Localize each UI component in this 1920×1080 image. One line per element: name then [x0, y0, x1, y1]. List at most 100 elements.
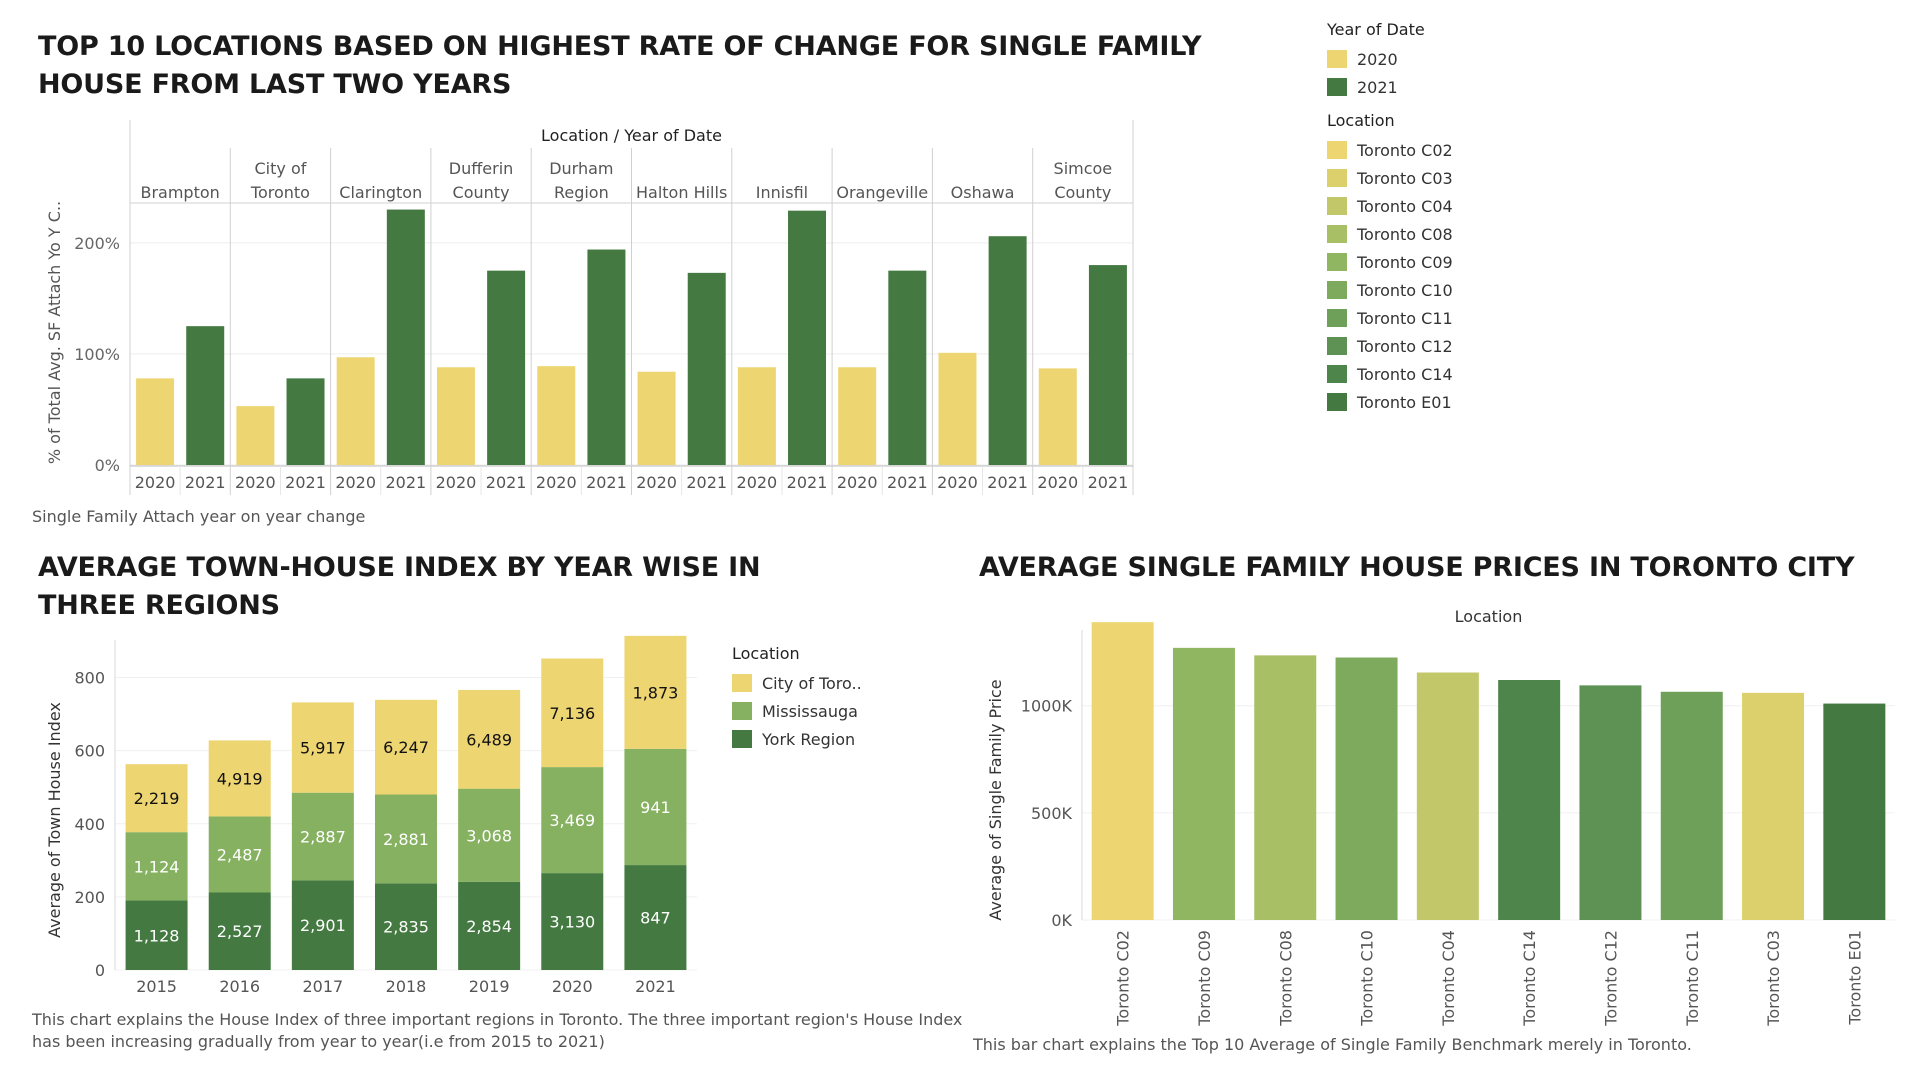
chart1-year-label: 2020	[937, 473, 978, 492]
chart2-bar-segment	[458, 881, 521, 970]
chart1-bar	[186, 326, 225, 465]
chart1-group-label: Durham	[549, 159, 613, 178]
chart1-group-label: Innisfil	[756, 183, 808, 202]
chart2-bar-segment	[125, 764, 188, 833]
chart2-legend-item[interactable]: Mississauga	[732, 697, 862, 725]
legend-location-item[interactable]: Toronto C02	[1327, 136, 1453, 164]
legend-swatch	[1327, 78, 1347, 96]
chart1-group-label: Toronto	[250, 183, 310, 202]
chart1-year-label: 2020	[135, 473, 176, 492]
legend-swatch	[1327, 225, 1347, 243]
chart3-title: AVERAGE SINGLE FAMILY HOUSE PRICES IN TO…	[979, 552, 1855, 583]
chart2-data-label: 6,489	[466, 730, 512, 749]
chart2-ytick-label: 400	[74, 815, 105, 834]
legend-swatch	[1327, 309, 1347, 327]
chart1-bar	[938, 352, 977, 465]
legend-label: Toronto C02	[1357, 140, 1453, 160]
legend-label: Mississauga	[762, 701, 858, 721]
chart1-ytick-label: 100%	[74, 345, 120, 364]
chart3-bar	[1172, 647, 1235, 920]
chart2-data-label: 2,887	[300, 828, 346, 847]
chart1-group-label: County	[1054, 183, 1111, 202]
chart2-caption-line2: has been increasing gradually from year …	[32, 1032, 605, 1051]
chart1-bar	[1088, 265, 1127, 465]
chart2-legend-item[interactable]: City of Toro..	[732, 669, 862, 697]
chart1-rate-of-change[interactable]: 0% 100% 200% % of Total Avg. SF Attach Yo Y…	[0, 0, 1160, 510]
chart1-group-label: City of	[255, 159, 307, 178]
chart1-year-label: 2021	[787, 473, 828, 492]
chart2-data-label: 2,527	[217, 922, 263, 941]
legend-location-item[interactable]: Toronto C09	[1327, 248, 1453, 276]
chart2-data-label: 2,901	[300, 916, 346, 935]
chart3-bar	[1660, 691, 1723, 920]
legend-location-item[interactable]: Toronto C11	[1327, 304, 1453, 332]
legend-location-item[interactable]: Toronto C03	[1327, 164, 1453, 192]
legend-year-item[interactable]: 2020	[1327, 45, 1453, 73]
legend-location-item[interactable]: Toronto C14	[1327, 360, 1453, 388]
chart3-bar	[1254, 655, 1317, 920]
chart2-townhouse-index[interactable]: 0 200 400 600 800 Average of Town House Index…	[0, 630, 960, 1010]
chart1-ylabel: % of Total Avg. SF Attach Yo Y C..	[45, 201, 64, 464]
chart2-data-label: 1,124	[134, 857, 180, 876]
legend-label: Toronto C11	[1357, 308, 1453, 328]
chart1-title-line1: TOP 10 LOCATIONS BASED ON HIGHEST RATE O…	[38, 31, 1202, 62]
chart1-year-label: 2020	[235, 473, 276, 492]
legend-label: Toronto C10	[1357, 280, 1453, 300]
chart2-data-label: 847	[640, 909, 671, 928]
chart2-legend-item[interactable]: York Region	[732, 725, 862, 753]
chart1-group-label: Simcoe	[1054, 159, 1113, 178]
chart3-xtick-label: Toronto C14	[1520, 930, 1539, 1027]
legend-location-item[interactable]: Toronto E01	[1327, 388, 1453, 416]
chart2-data-label: 2,219	[134, 789, 180, 808]
chart3-xtick-label: Toronto C10	[1358, 930, 1377, 1027]
chart1-bar	[587, 249, 626, 465]
chart1-year-label: 2021	[686, 473, 727, 492]
chart2-data-label: 3,068	[466, 826, 512, 845]
chart1-group-label: Halton Hills	[636, 183, 727, 202]
legend-label: Toronto E01	[1357, 392, 1452, 412]
chart2-data-label: 5,917	[300, 739, 346, 758]
chart1-year-label: 2020	[436, 473, 477, 492]
chart3-xtick-label: Toronto C03	[1764, 930, 1783, 1027]
legend-swatch	[1327, 141, 1347, 159]
chart3-ytick-label: 0K	[1051, 911, 1072, 930]
chart2-xtick-label: 2018	[386, 977, 427, 996]
chart1-bar	[286, 378, 325, 465]
chart3-single-family-prices[interactable]: Location 0K 500K 1000K Average of Single Fam…	[960, 590, 1920, 1030]
chart3-xtick-label: Toronto E01	[1845, 930, 1864, 1026]
chart2-bar-segment	[458, 689, 521, 789]
chart2-ytick-label: 600	[74, 742, 105, 761]
legend-location-item[interactable]: Toronto C12	[1327, 332, 1453, 360]
chart3-ytick-label: 500K	[1031, 804, 1073, 823]
chart2-title-line2: THREE REGIONS	[38, 590, 280, 621]
chart1-title: TOP 10 LOCATIONS BASED ON HIGHEST RATE O…	[38, 28, 1202, 104]
chart3-xtick-label: Toronto C02	[1114, 930, 1133, 1027]
chart2-ytick-label: 800	[74, 669, 105, 688]
legend-swatch	[1327, 50, 1347, 68]
legend-location-item[interactable]: Toronto C08	[1327, 220, 1453, 248]
chart3-ytick-label: 1000K	[1021, 697, 1073, 716]
chart2-data-label: 7,136	[549, 704, 595, 723]
chart1-bar	[637, 371, 676, 465]
legend-panel: Year of Date 2020 2021 Location Toronto C…	[1327, 20, 1453, 416]
chart2-data-label: 2,487	[217, 845, 263, 864]
chart2-data-label: 3,130	[549, 913, 595, 932]
chart1-year-label: 2021	[486, 473, 527, 492]
chart2-bar-segment	[125, 900, 188, 970]
chart2-bar-segment	[291, 880, 354, 970]
chart1-bar	[336, 357, 375, 465]
chart1-bar	[537, 366, 576, 465]
chart2-legend: Location City of Toro.. Mississauga York R…	[732, 644, 862, 753]
chart2-data-label: 3,469	[549, 811, 595, 830]
chart1-header: Location / Year of Date	[541, 126, 722, 145]
chart3-xtick-label: Toronto C04	[1439, 930, 1458, 1027]
legend-year-item[interactable]: 2021	[1327, 73, 1453, 101]
chart2-data-label: 1,128	[134, 926, 180, 945]
legend-location-item[interactable]: Toronto C04	[1327, 192, 1453, 220]
chart2-xtick-label: 2017	[302, 977, 343, 996]
legend-label: City of Toro..	[762, 673, 862, 693]
chart2-bar-segment	[375, 883, 437, 970]
chart2-data-label: 2,881	[383, 830, 429, 849]
chart3-bar	[1498, 680, 1561, 920]
legend-location-item[interactable]: Toronto C10	[1327, 276, 1453, 304]
